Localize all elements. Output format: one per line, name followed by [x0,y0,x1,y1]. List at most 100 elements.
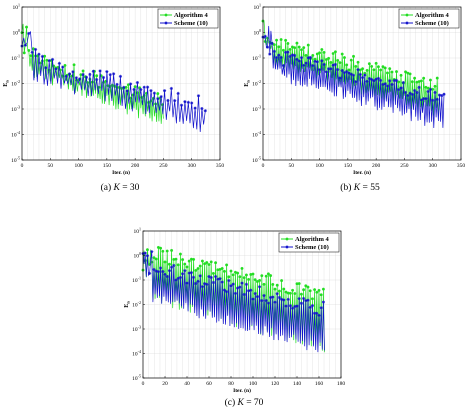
data-marker [345,63,349,67]
data-marker [91,69,95,73]
data-marker [187,259,191,263]
data-marker [22,51,26,55]
data-marker [413,88,417,93]
data-marker [381,82,385,87]
x-tick-label: 180 [337,381,346,387]
data-marker [57,61,61,65]
data-marker [222,269,226,273]
x-tick-label: 250 [159,163,168,169]
x-tick-label: 250 [400,163,409,169]
data-marker [193,106,197,110]
data-marker [322,62,326,67]
data-marker [308,289,312,293]
legend-box [398,8,460,29]
data-marker [152,91,156,95]
data-marker [302,288,306,292]
data-marker [279,38,283,42]
x-tick-label: 160 [315,381,324,387]
data-marker [45,58,49,62]
x-axis-label: Iter. (n) [353,169,371,176]
data-marker [125,89,129,93]
data-marker [269,274,273,278]
legend-label: Scheme (10) [415,20,449,27]
data-marker [262,282,266,286]
data-marker [302,296,306,301]
data-marker [331,63,335,67]
data-marker [319,306,323,310]
data-marker [277,295,281,300]
series-line [142,251,325,353]
data-marker [442,92,446,96]
data-marker [183,269,187,273]
x-tick-label: 100 [249,381,258,387]
data-marker [30,50,34,54]
data-marker [150,250,154,254]
data-marker [165,249,169,253]
data-marker [156,270,160,274]
data-marker [360,75,365,80]
y-tick-label: 100 [13,28,21,37]
data-marker [295,41,299,45]
data-marker [218,277,222,281]
y-tick-label: 10-3 [132,325,141,334]
legend-marker [285,245,289,249]
data-marker [354,64,358,68]
data-marker [145,248,149,252]
data-marker [159,266,163,270]
data-marker [196,267,200,270]
data-marker [284,304,288,308]
data-marker [271,282,275,286]
x-tick-label: 300 [188,163,197,169]
data-marker [266,272,270,276]
data-marker [275,38,279,42]
data-marker [376,65,380,69]
data-marker [329,61,333,64]
legend-box [278,232,340,253]
data-marker [229,269,233,273]
data-marker [167,262,171,266]
data-marker [306,43,310,47]
data-marker [143,251,147,255]
data-marker [390,70,394,74]
data-marker [247,289,251,293]
data-marker [394,78,399,83]
x-tick-label: 350 [457,163,466,169]
y-tick-label: 10-2 [11,79,20,88]
data-marker [367,76,371,81]
data-marker [186,100,190,104]
data-marker [194,281,198,286]
y-tick-label: 100 [134,251,142,260]
data-marker [437,93,442,97]
data-marker [310,297,314,301]
x-tick-label: 200 [131,163,140,169]
data-marker [264,299,268,303]
data-marker [340,69,344,73]
data-marker [139,87,143,92]
data-marker [422,97,426,101]
data-marker [272,49,276,53]
data-marker [397,88,401,92]
data-marker [231,282,235,286]
figure-caption: (a) K = 30 [101,182,140,193]
data-marker [78,77,82,81]
data-marker [236,286,240,290]
data-marker [361,67,365,71]
data-marker [340,52,344,56]
data-marker [179,103,184,107]
x-tick-label: 0 [142,381,145,387]
data-marker [288,291,292,295]
x-axis-label: Iter. (n) [233,387,251,394]
data-marker [306,298,310,302]
data-marker [37,52,41,56]
data-marker [315,52,319,56]
data-marker [159,246,163,250]
data-marker [300,48,303,52]
data-marker [95,74,99,78]
data-marker [129,82,133,86]
legend-marker [164,13,168,17]
data-marker [342,71,347,75]
data-marker [247,277,251,281]
data-marker [318,51,322,55]
data-marker [356,68,360,72]
data-marker [297,297,301,301]
